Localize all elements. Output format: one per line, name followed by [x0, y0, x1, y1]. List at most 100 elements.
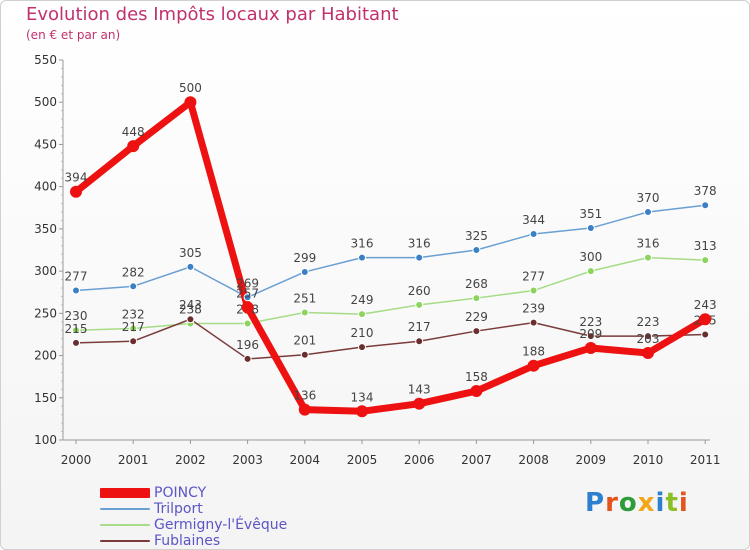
data-label-trilport: 325 [465, 229, 488, 243]
data-point-poincy [470, 385, 483, 398]
data-label-poincy: 143 [408, 383, 431, 397]
data-label-germigny-l-eveque: 238 [179, 302, 202, 316]
data-point-poincy [127, 140, 140, 153]
legend-item-germigny: Germigny-l'Évêque [100, 517, 360, 533]
legend-item-trilport: Trilport [100, 501, 360, 517]
data-point-poincy [241, 301, 254, 314]
x-tick-label: 2001 [118, 453, 149, 467]
data-label-germigny-l-eveque: 313 [694, 239, 717, 253]
data-label-fublaines: 196 [236, 338, 259, 352]
data-point-poincy [70, 185, 82, 198]
data-point-germigny-l-eveque [586, 267, 595, 276]
y-tick-label: 200 [34, 349, 57, 363]
data-label-germigny-l-eveque: 277 [522, 270, 545, 284]
data-label-poincy: 257 [236, 286, 259, 300]
data-point-fublaines [300, 350, 309, 359]
data-point-trilport [358, 253, 366, 262]
data-label-fublaines: 223 [637, 315, 660, 329]
data-point-germigny-l-eveque [129, 324, 138, 333]
data-label-germigny-l-eveque: 230 [65, 309, 88, 323]
y-tick-label: 350 [34, 222, 57, 236]
data-point-fublaines [472, 327, 481, 336]
x-tick-label: 2003 [232, 453, 263, 467]
data-label-poincy: 188 [522, 345, 545, 359]
series-line-trilport [75, 204, 706, 299]
data-point-germigny-l-eveque [72, 326, 80, 335]
data-point-poincy [527, 359, 540, 372]
data-point-germigny-l-eveque [300, 308, 309, 317]
data-point-germigny-l-eveque [243, 319, 252, 328]
data-point-poincy [642, 347, 654, 360]
x-tick-label: 2004 [290, 453, 321, 467]
y-tick-label: 150 [34, 391, 57, 405]
data-label-trilport: 305 [179, 246, 202, 260]
data-label-trilport: 316 [351, 237, 374, 251]
data-label-trilport: 344 [522, 213, 545, 227]
x-tick-label: 2000 [61, 453, 92, 467]
data-label-germigny-l-eveque: 260 [408, 284, 431, 298]
data-point-trilport [129, 282, 138, 291]
data-point-fublaines [72, 338, 80, 347]
data-label-fublaines: 223 [579, 315, 602, 329]
data-point-fublaines [701, 330, 710, 339]
data-label-poincy: 158 [465, 370, 488, 384]
data-label-trilport: 351 [579, 207, 602, 221]
data-label-poincy: 203 [637, 332, 660, 346]
data-label-trilport: 277 [65, 270, 88, 284]
data-label-germigny-l-eveque: 251 [293, 291, 316, 305]
data-label-germigny-l-eveque: 316 [637, 237, 660, 251]
y-tick-label: 500 [34, 95, 57, 109]
data-label-trilport: 316 [408, 237, 431, 251]
data-label-trilport: 269 [236, 276, 259, 290]
data-label-poincy: 136 [293, 389, 316, 403]
series-line-poincy [72, 98, 709, 415]
data-point-trilport [701, 201, 710, 210]
y-tick-label: 100 [34, 433, 57, 447]
data-label-poincy: 500 [179, 81, 202, 95]
data-label-poincy: 209 [579, 327, 602, 341]
x-tick-label: 2007 [461, 453, 492, 467]
x-tick-label: 2008 [518, 453, 549, 467]
data-point-trilport [415, 253, 424, 262]
data-point-fublaines [358, 343, 366, 352]
legend-swatch-fublaines [100, 540, 150, 542]
chart-subtitle: (en € et par an) [26, 28, 121, 42]
data-point-poincy [356, 405, 368, 418]
proxiti-logo: Proxiti [585, 488, 689, 518]
data-label-fublaines: 217 [122, 320, 145, 334]
data-label-trilport: 378 [694, 184, 717, 198]
data-label-fublaines: 201 [293, 334, 316, 348]
data-point-fublaines [129, 337, 138, 346]
data-point-fublaines [644, 332, 652, 341]
data-point-trilport [72, 286, 80, 295]
legend-swatch-poincy [100, 488, 150, 498]
data-point-germigny-l-eveque [472, 294, 481, 303]
data-label-poincy: 134 [351, 390, 374, 404]
y-tick-label: 400 [34, 180, 57, 194]
data-point-fublaines [243, 354, 252, 363]
data-point-trilport [586, 224, 595, 233]
legend-swatch-germigny [100, 524, 150, 526]
data-label-fublaines: 217 [408, 320, 431, 334]
data-label-germigny-l-eveque: 300 [579, 250, 602, 264]
data-label-germigny-l-eveque: 268 [465, 277, 488, 291]
y-tick-label: 250 [34, 306, 57, 320]
x-tick-label: 2011 [690, 453, 721, 467]
data-label-poincy: 448 [122, 125, 145, 139]
x-tick-label: 2010 [633, 453, 664, 467]
data-point-fublaines [186, 315, 195, 324]
legend-item-fublaines: Fublaines [100, 533, 360, 549]
data-point-germigny-l-eveque [358, 310, 366, 319]
data-point-germigny-l-eveque [529, 286, 538, 295]
legend-label-germigny: Germigny-l'Évêque [154, 517, 288, 533]
y-tick-label: 300 [34, 264, 57, 278]
x-tick-label: 2002 [175, 453, 206, 467]
data-point-trilport [472, 246, 481, 254]
legend-label-trilport: Trilport [154, 501, 203, 517]
data-label-trilport: 370 [637, 191, 660, 205]
data-point-poincy [184, 96, 197, 109]
data-point-trilport [243, 293, 252, 302]
data-label-trilport: 299 [293, 251, 316, 265]
